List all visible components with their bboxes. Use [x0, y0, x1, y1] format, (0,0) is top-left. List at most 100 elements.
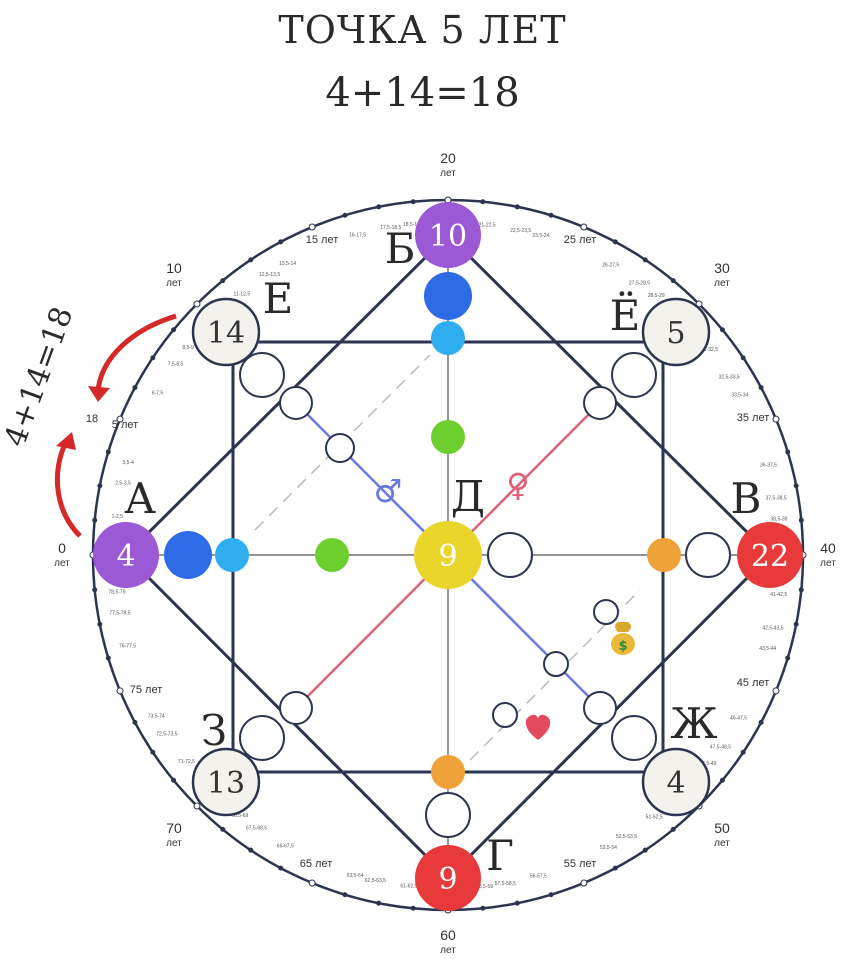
tick-dot	[342, 892, 348, 898]
point-b-value: 10	[429, 219, 467, 254]
top-blue-dot	[424, 272, 472, 320]
tick-label: 47,5-48,5	[710, 744, 731, 750]
age-unit-40: лет	[820, 558, 836, 569]
tick-dot	[785, 449, 791, 455]
letter-v: В	[731, 474, 762, 523]
tick-label: 3,5-4	[123, 460, 135, 466]
tick-label: 78,5-79	[109, 590, 126, 596]
tick-dot	[97, 483, 103, 489]
tick-dot	[116, 687, 124, 695]
center-right-circle	[487, 532, 533, 578]
tick-label: 77,5-78,5	[109, 610, 130, 616]
tick-dot	[278, 865, 284, 871]
letter-yo: Ё	[610, 290, 641, 340]
tick-label: 17,5-18,5	[380, 225, 401, 231]
letter-a: А	[124, 474, 156, 523]
left-blue-dot	[164, 531, 212, 579]
tick-dot	[580, 223, 588, 231]
point-zh-circle	[641, 747, 711, 817]
bottom-orange-dot	[431, 755, 465, 789]
age-label-60: 60	[440, 927, 456, 943]
point-b-circle	[415, 202, 481, 268]
tick-dot	[480, 199, 486, 205]
tick-label: 11-12,5	[234, 291, 251, 297]
tick-dot	[758, 719, 764, 725]
tick-label: 31-32,5	[701, 347, 718, 353]
point-e-circle	[191, 297, 261, 367]
tick-dot	[193, 802, 201, 810]
tick-dot	[105, 449, 111, 455]
tick-dot	[278, 239, 284, 245]
letter-z: З	[201, 706, 227, 755]
tick-dot	[772, 687, 780, 695]
age-unit-60: лет	[440, 945, 456, 956]
letter-zh: Ж	[670, 699, 717, 748]
tick-dot	[480, 905, 486, 911]
point-d-circle	[414, 521, 482, 589]
tick-dot	[548, 892, 554, 898]
tick-dot	[150, 355, 156, 361]
tick-label: 73,5-74	[148, 713, 165, 719]
love-circle	[492, 702, 518, 728]
tick-dot	[612, 239, 618, 245]
inner-circle-z	[239, 715, 285, 761]
tick-label: 13,5-14	[279, 261, 296, 267]
svg-text:$: $	[618, 639, 627, 654]
inner-circle-yo2	[583, 386, 617, 420]
inner-circle-zh	[611, 715, 657, 761]
male-symbol-icon: ♂	[374, 472, 403, 510]
age-label-10: 10	[166, 260, 182, 276]
age-label-20: 20	[440, 150, 456, 166]
tick-label: 51-52,5	[646, 815, 663, 821]
tick-dot	[171, 327, 177, 333]
tick-dot	[798, 587, 804, 593]
tick-dot	[220, 278, 226, 284]
letter-d: Д	[451, 472, 485, 521]
tick-dot	[97, 621, 103, 627]
tick-label: 46-47,5	[730, 716, 747, 722]
tick-dot	[670, 278, 676, 284]
letter-e: Е	[263, 274, 294, 323]
tick-dot	[92, 587, 98, 593]
tick-labels: 1-2,5 2,5-3,5 3,5-4 6-7,5 7,5-8,5 8,5-9 11-12,…	[109, 222, 788, 890]
tick-dot	[793, 621, 799, 627]
tick-dot	[772, 415, 780, 423]
male-line-circle	[325, 433, 355, 463]
point-v-circle	[737, 522, 803, 588]
tick-dot	[376, 204, 382, 210]
letter-b: Б	[385, 224, 416, 273]
tick-dot	[342, 212, 348, 218]
age-label-70: 70	[166, 820, 182, 836]
tick-label: 27,5-28,5	[629, 281, 650, 287]
tick-dot	[220, 826, 226, 832]
tick-dot	[116, 415, 124, 423]
top-green-dot	[431, 420, 465, 454]
tick-label: 76-77,5	[119, 643, 136, 649]
tick-dot	[548, 212, 554, 218]
point-yo-value: 5	[666, 316, 685, 351]
point-18-label: 18	[86, 413, 98, 425]
tick-label: 72,5-73,5	[156, 731, 177, 737]
tick-label: 66-67,5	[277, 844, 294, 850]
tick-dot	[308, 879, 316, 887]
age-unit-0: лет	[54, 558, 70, 569]
tick-label: 12,5-13,5	[259, 272, 280, 278]
age-label-55: 55 лет	[564, 858, 597, 870]
point-zh-value: 4	[666, 766, 685, 801]
money-bag-icon: $	[611, 622, 635, 655]
point-z-value: 13	[207, 766, 245, 801]
left-green-dot	[315, 538, 349, 572]
age-label-0: 0	[58, 540, 66, 556]
arrow-top-icon	[95, 313, 177, 393]
tick-label: 21-22,5	[479, 222, 496, 228]
tick-dot	[410, 199, 416, 205]
tick-label: 32,5-33,5	[719, 375, 740, 381]
tick-dot	[670, 826, 676, 832]
point-a-value: 4	[116, 539, 135, 574]
tick-dot	[193, 300, 201, 308]
tick-marks	[89, 196, 807, 914]
tick-dot	[642, 847, 648, 853]
point-d-value: 9	[438, 539, 457, 574]
point-a-circle	[93, 522, 159, 588]
tick-dot	[758, 385, 764, 391]
